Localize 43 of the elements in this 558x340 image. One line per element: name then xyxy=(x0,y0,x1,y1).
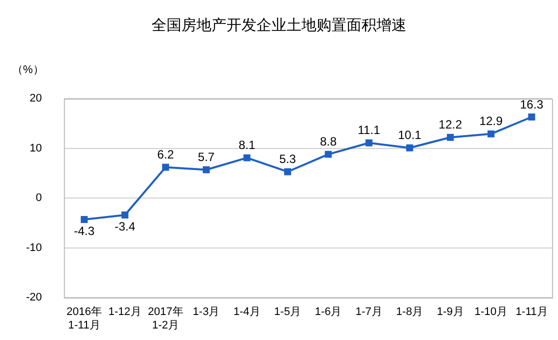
point xyxy=(243,154,250,162)
point xyxy=(284,168,292,176)
x-tick-label: 2017年 1-2月 xyxy=(148,306,184,332)
x-tick-label: 1-10月 xyxy=(474,306,508,318)
point xyxy=(162,164,170,171)
point xyxy=(202,166,210,174)
x-tick-label: 2016年 1-11月 xyxy=(66,306,102,332)
x-tick-label: 1-9月 xyxy=(436,306,464,318)
data-label: 11.1 xyxy=(358,123,381,138)
point xyxy=(446,134,454,141)
x-tick-label: 1-5月 xyxy=(274,306,302,318)
data-label: 6.2 xyxy=(157,148,174,162)
point xyxy=(365,139,372,146)
y-tick-label: 0 xyxy=(36,192,42,204)
x-tick-label: 1-12月 xyxy=(108,306,142,318)
x-tick-label: 1-4月 xyxy=(233,306,260,318)
chart-title: 全国房地产开发企业土地购置面积增速 xyxy=(150,16,408,35)
x-tick-label: 1-8月 xyxy=(396,306,424,318)
point xyxy=(488,130,494,138)
data-label: 10.1 xyxy=(398,128,422,142)
data-label: 5.7 xyxy=(198,150,215,164)
data-label: -4.3 xyxy=(74,224,95,238)
x-tick-label: 1-7月 xyxy=(356,306,382,318)
data-label: 12.9 xyxy=(479,114,503,128)
y-axis-title: （%） xyxy=(12,63,44,77)
x-tick-label: 1-6月 xyxy=(314,306,342,318)
y-tick-label: 10 xyxy=(30,142,42,154)
data-label: -3.4 xyxy=(114,219,136,234)
x-tick-label: 1-3月 xyxy=(192,306,220,318)
point xyxy=(324,150,332,158)
data-label: 8.8 xyxy=(320,134,337,149)
point xyxy=(80,216,88,223)
y-tick-label: 20 xyxy=(30,92,42,105)
data-label: 5.3 xyxy=(279,152,296,166)
y-tick-label: -20 xyxy=(26,292,42,304)
y-tick-label: -10 xyxy=(26,242,42,254)
data-label: 12.2 xyxy=(438,118,462,132)
data-label: 8.1 xyxy=(238,138,256,152)
x-tick-label: 1-11月 xyxy=(516,306,548,318)
point xyxy=(528,114,536,120)
point xyxy=(121,212,128,218)
point xyxy=(406,144,414,152)
data-label: 16.3 xyxy=(520,97,544,112)
